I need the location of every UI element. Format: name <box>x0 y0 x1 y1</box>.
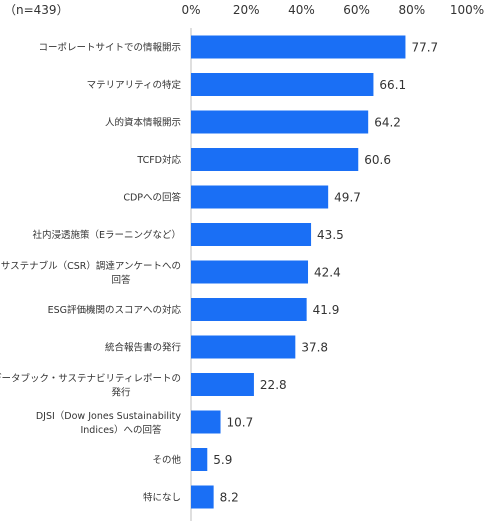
x-tick-label: 20% <box>233 3 260 17</box>
bar <box>191 485 214 509</box>
value-label: 66.1 <box>379 78 406 92</box>
value-labels-group: 77.7 66.1 64.2 60.6 49.7 43.5 42.4 41.9 37.8 22.8… <box>213 41 438 505</box>
bar <box>191 73 374 96</box>
bar <box>191 260 309 284</box>
bar <box>191 335 296 359</box>
value-label: 41.9 <box>313 303 340 317</box>
category-label: ESGデータブック・サステナビリティレポートの発行 <box>0 373 181 399</box>
x-tick-label: 100% <box>450 3 484 17</box>
x-tick-label: 60% <box>343 3 370 17</box>
bars-group <box>191 35 406 509</box>
sample-size-label: （n=439） <box>4 3 69 17</box>
category-label: DJSI（Dow Jones Sustainability Indices）への回… <box>36 410 182 436</box>
category-label: 特になし <box>143 492 181 504</box>
bar <box>191 185 329 209</box>
value-label: 43.5 <box>317 228 344 242</box>
value-label: 64.2 <box>374 116 401 130</box>
bar <box>191 148 359 171</box>
value-label: 60.6 <box>364 153 391 167</box>
x-tick-label: 80% <box>398 3 425 17</box>
bar <box>191 448 208 471</box>
bar <box>191 110 369 134</box>
category-label: ESG評価機関のスコアへの対応 <box>48 304 182 316</box>
value-label: 5.9 <box>213 453 232 467</box>
x-axis-ticks: 0% 20% 40% 60% 80% 100% <box>181 3 484 17</box>
value-label: 22.8 <box>260 378 287 392</box>
bar <box>191 298 307 321</box>
category-label: コーポレートサイトでの情報開示 <box>38 42 181 54</box>
value-label: 8.2 <box>220 491 239 505</box>
value-label: 42.4 <box>314 266 341 280</box>
value-label: 77.7 <box>411 41 438 55</box>
bar <box>191 223 312 246</box>
category-label: 人的資本情報開示 <box>105 117 181 129</box>
value-label: 49.7 <box>334 191 361 205</box>
category-label: CDPへの回答 <box>123 192 181 204</box>
bar <box>191 373 254 396</box>
bar <box>191 35 406 59</box>
category-label: 社内浸透施策（Eラーニングなど） <box>32 229 181 241</box>
category-label: 統合報告書の発行 <box>105 342 182 354</box>
category-label: その他 <box>152 454 181 466</box>
category-label: TCFD対応 <box>136 154 181 166</box>
category-label: マテリアリティの特定 <box>87 79 182 91</box>
value-label: 37.8 <box>301 341 328 355</box>
value-label: 10.7 <box>227 416 254 430</box>
bar <box>191 410 221 434</box>
x-tick-label: 40% <box>288 3 315 17</box>
category-label: サステナブル（CSR）調達アンケートへの回答 <box>1 260 181 286</box>
x-tick-label: 0% <box>181 3 200 17</box>
